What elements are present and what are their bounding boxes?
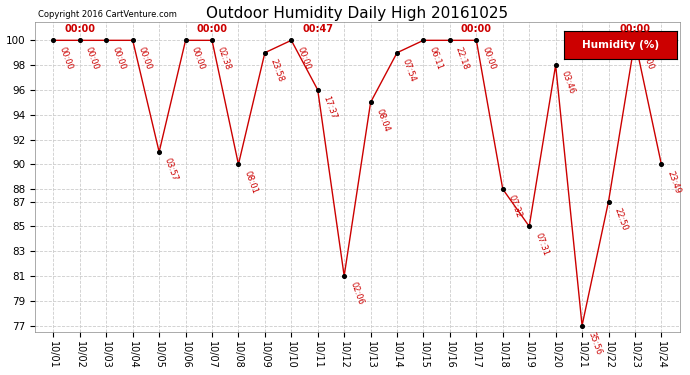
Text: 08:04: 08:04 — [375, 107, 391, 133]
Text: 00:00: 00:00 — [64, 24, 95, 34]
Text: 08:01: 08:01 — [242, 169, 259, 195]
Text: 02:38: 02:38 — [216, 45, 233, 71]
Point — [365, 99, 376, 105]
Point — [75, 38, 86, 44]
Point — [259, 50, 270, 56]
Text: 23:58: 23:58 — [269, 58, 286, 83]
Text: 00:00: 00:00 — [461, 24, 492, 34]
Text: 23:49: 23:49 — [665, 169, 682, 195]
Point — [656, 161, 667, 167]
Point — [312, 87, 323, 93]
Text: 07:31: 07:31 — [533, 231, 550, 257]
Point — [154, 149, 165, 155]
Point — [471, 38, 482, 44]
Text: 00:00: 00:00 — [137, 45, 153, 70]
Point — [497, 186, 509, 192]
Text: 00:00: 00:00 — [480, 45, 497, 70]
Text: 03:46: 03:46 — [560, 70, 576, 96]
Point — [577, 322, 588, 328]
Point — [603, 198, 614, 204]
Point — [101, 38, 112, 44]
Text: 00:47: 00:47 — [302, 24, 333, 34]
Point — [206, 38, 217, 44]
Text: 00:00: 00:00 — [83, 45, 100, 70]
Point — [339, 273, 350, 279]
Point — [48, 38, 59, 44]
Text: 22:50: 22:50 — [613, 207, 629, 232]
Point — [180, 38, 191, 44]
Text: 17:37: 17:37 — [322, 95, 338, 121]
Point — [286, 38, 297, 44]
Text: 02:06: 02:06 — [348, 281, 365, 306]
Text: 22:18: 22:18 — [454, 45, 471, 71]
Text: 00:00: 00:00 — [197, 24, 228, 34]
Point — [629, 38, 640, 44]
Text: 06:11: 06:11 — [427, 45, 444, 71]
Text: 00:00: 00:00 — [110, 45, 127, 70]
Point — [444, 38, 455, 44]
Text: 00:00: 00:00 — [620, 24, 651, 34]
Point — [550, 62, 561, 68]
Point — [524, 224, 535, 230]
Text: 00:00: 00:00 — [295, 45, 312, 70]
Text: 35:56: 35:56 — [586, 330, 602, 356]
Text: 07:32: 07:32 — [506, 194, 524, 220]
Text: Copyright 2016 CartVenture.com: Copyright 2016 CartVenture.com — [38, 10, 177, 19]
Text: 00:00: 00:00 — [639, 45, 656, 70]
Point — [418, 38, 429, 44]
Point — [233, 161, 244, 167]
Text: 00:00: 00:00 — [190, 45, 206, 70]
Text: 00:00: 00:00 — [57, 45, 74, 70]
Text: 07:54: 07:54 — [401, 58, 417, 83]
Point — [391, 50, 402, 56]
Text: 03:57: 03:57 — [163, 157, 180, 183]
Point — [127, 38, 138, 44]
Title: Outdoor Humidity Daily High 20161025: Outdoor Humidity Daily High 20161025 — [206, 6, 509, 21]
